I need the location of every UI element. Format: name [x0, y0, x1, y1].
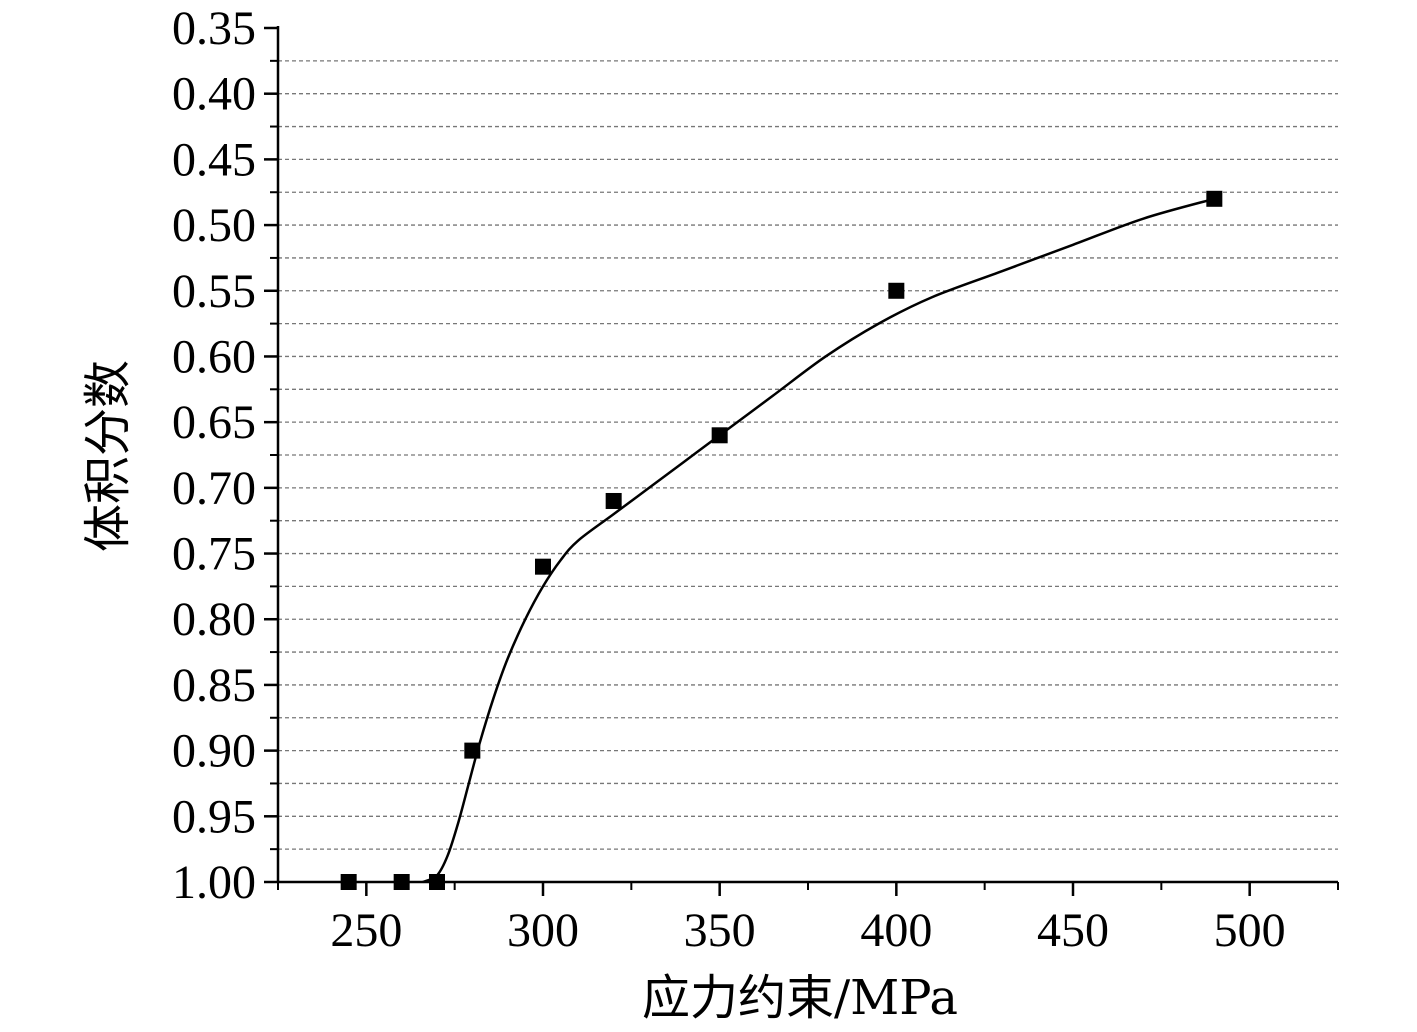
y-tick-label: 0.70 — [172, 462, 256, 515]
y-tick-label: 0.95 — [172, 790, 256, 843]
x-tick-label: 250 — [330, 904, 402, 957]
x-tick-label: 500 — [1214, 904, 1286, 957]
data-point — [711, 427, 728, 444]
y-tick-label: 0.85 — [172, 659, 256, 712]
fit-curve-layer — [422, 197, 1215, 884]
grid-lines — [278, 60, 1338, 850]
y-tick-label: 0.65 — [172, 396, 256, 449]
y-tick-label: 0.55 — [172, 265, 256, 318]
y-tick-label: 1.00 — [172, 856, 256, 909]
data-point — [464, 742, 481, 759]
data-points — [340, 190, 1223, 890]
x-tick-label: 300 — [507, 904, 579, 957]
axes — [276, 26, 1338, 884]
y-tick-label: 0.60 — [172, 330, 256, 383]
y-tick-label: 0.90 — [172, 725, 256, 778]
y-axis-title: 体积分数 — [80, 360, 136, 552]
x-axis-title: 应力约束/MPa — [642, 970, 958, 1026]
x-tick-label: 400 — [860, 904, 932, 957]
data-point — [429, 874, 445, 890]
x-tick-label: 450 — [1037, 904, 1109, 957]
y-tick-label: 0.35 — [172, 2, 256, 55]
data-point — [605, 492, 622, 509]
y-tick-label: 0.40 — [172, 68, 256, 121]
data-point — [393, 874, 410, 890]
x-tick-label: 350 — [684, 904, 756, 957]
tick-marks — [264, 26, 1339, 896]
data-point — [1206, 190, 1223, 207]
fit-curve-line — [422, 197, 1215, 884]
y-tick-labels: 0.35 0.40 0.45 0.50 0.55 0.60 0.65 0.70 0.75 0.80… — [172, 2, 256, 909]
y-tick-label: 0.45 — [172, 133, 256, 186]
data-point — [888, 282, 905, 299]
y-tick-label: 0.80 — [172, 593, 256, 646]
x-tick-labels: 250 300 350 400 450 500 — [330, 904, 1285, 957]
data-point — [535, 558, 551, 575]
data-point — [340, 874, 357, 890]
y-tick-label: 0.75 — [172, 528, 256, 581]
y-tick-label: 0.50 — [172, 199, 256, 252]
